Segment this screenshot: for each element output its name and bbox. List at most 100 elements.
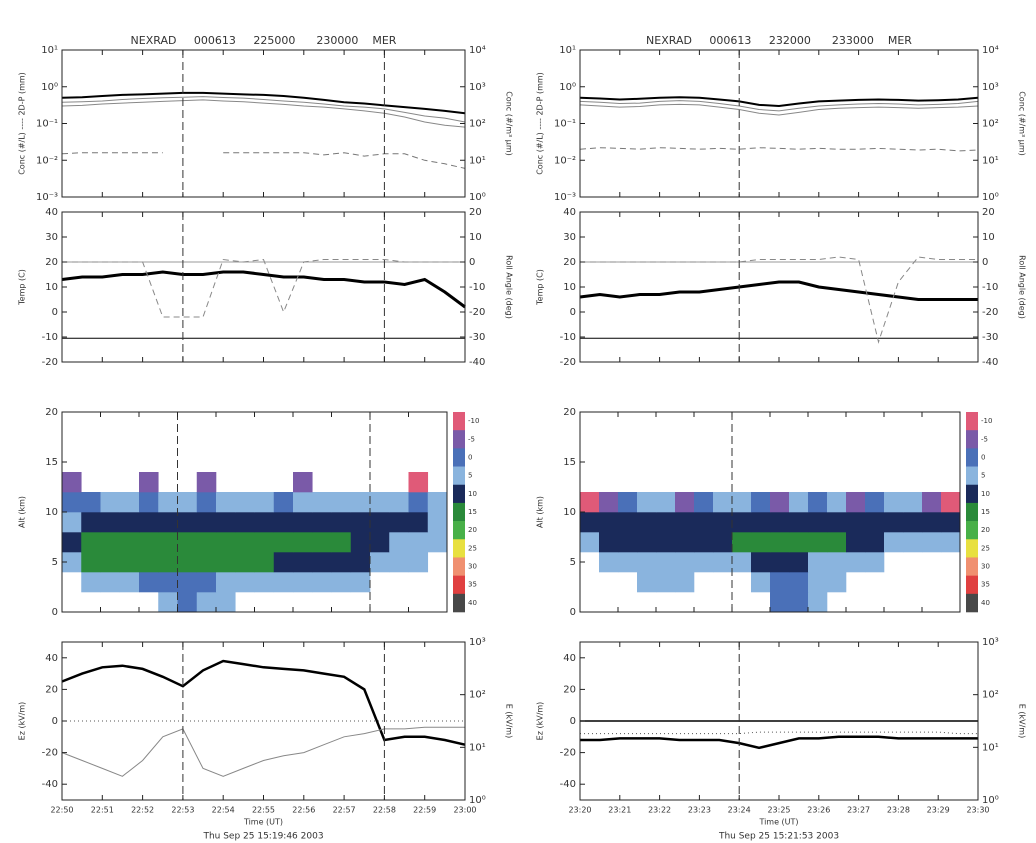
heatmap-cell [770,572,790,593]
plot-frame [61,49,466,198]
y-tick-label: 30 [563,232,576,243]
y2-tick-label: 10¹ [469,742,486,753]
colorbar-swatch [453,412,465,431]
y-axis-label: Ez (kV/m) [536,702,545,741]
y2-tick-label: 10 [469,232,482,243]
heatmap-cell [808,592,828,613]
heatmap-cell [196,472,217,493]
heatmap-cell [941,492,961,513]
heatmap-cell [922,492,942,513]
heatmap-cell [235,512,255,533]
colorbar-swatch [453,521,465,540]
y-tick-label: -20 [560,357,576,368]
series-line [61,96,466,123]
heatmap-cell [139,552,159,573]
heatmap-cell [808,572,828,593]
series-line [579,96,979,108]
panel-header: NEXRAD 000613 232000 233000 MER [646,34,912,47]
y-tick-label: 10¹ [41,45,58,56]
heatmap-cell [119,492,140,513]
heatmap-cell [370,512,390,533]
heatmap-cell [656,572,676,593]
heatmap-cell [770,592,790,613]
y-tick-label: 20 [563,257,576,268]
x-tick-label: 22:56 [292,806,315,815]
y2-axis-label: Roll Angle (deg) [505,255,514,319]
heatmap-cell [732,492,752,513]
heatmap-cell [694,552,714,573]
heatmap-cell [922,532,942,553]
colorbar-swatch [966,557,978,576]
heatmap-cell [62,472,82,493]
heatmap-cell [177,512,198,533]
heatmap-cell [254,532,275,553]
heatmap-cell [254,572,275,593]
colorbar-swatch [453,448,465,467]
y2-axis-label: Roll Angle (deg) [1018,255,1027,319]
heatmap-cell [656,512,676,533]
y-tick-label: -40 [560,779,576,790]
y-tick-label: 15 [563,457,576,468]
heatmap-cell [408,492,429,513]
series-line [580,731,978,735]
x-tick-label: 23:29 [927,806,950,815]
heatmap-cell [196,552,217,573]
heatmap-cell [751,512,771,533]
heatmap-cell [273,532,294,553]
y2-tick-label: -40 [982,357,998,368]
colorbar-label: 15 [981,508,990,516]
colorbar-label: 35 [981,581,990,589]
heatmap-cell [312,532,332,553]
heatmap-cell [216,492,236,513]
heatmap-cell [675,492,695,513]
heatmap-cell [599,552,619,573]
colorbar-label: 0 [981,453,985,461]
heatmap-cell [254,552,275,573]
heatmap-cell [808,492,828,513]
colorbar-label: 40 [468,599,477,607]
heatmap-cell [713,532,733,553]
heatmap-cell [408,472,429,493]
colorbar-swatch [453,484,465,504]
heatmap-cell [216,532,236,553]
footer-timestamp: Thu Sep 25 15:19:46 2003 [202,832,323,842]
heatmap-cell [119,572,140,593]
heatmap-cell [770,512,790,533]
heatmap-cell [312,492,332,513]
colorbar-label: 25 [468,544,477,552]
heatmap-cell [580,492,600,513]
x-tick-label: 22:51 [91,806,114,815]
heatmap-cell [139,532,159,553]
y-tick-label: 10⁻³ [554,192,576,203]
heatmap-cell [177,572,198,593]
heatmap-cell [903,492,923,513]
colorbar-label: 25 [981,544,990,552]
heatmap-cell [599,532,619,553]
heatmap-cell [637,532,657,553]
heatmap-cell [100,492,121,513]
heatmap-cell [789,532,809,553]
heatmap-cell [177,532,198,553]
heatmap-cell [789,572,809,593]
y2-tick-label: 10² [469,690,486,701]
heatmap-cell [789,592,809,613]
y-tick-label: 20 [563,407,576,418]
y-axis-label: Alt (km) [536,496,545,528]
heatmap-cell [100,532,121,553]
x-tick-label: 23:23 [688,806,711,815]
heatmap-cell [119,512,140,533]
colorbar-label: 20 [468,526,477,534]
heatmap-cell [100,512,121,533]
heatmap-cell [789,552,809,573]
y-tick-label: 0 [570,716,576,727]
y2-tick-label: -30 [982,332,998,343]
heatmap-cell [941,512,961,533]
heatmap-cell [656,492,676,513]
heatmap-cell [81,572,101,593]
heatmap-cell [293,572,313,593]
heatmap-cell [789,492,809,513]
heatmap-cell [158,492,178,513]
colorbar-label: 40 [981,599,990,607]
y-tick-label: -20 [560,748,576,759]
colorbar-swatch [966,412,978,431]
